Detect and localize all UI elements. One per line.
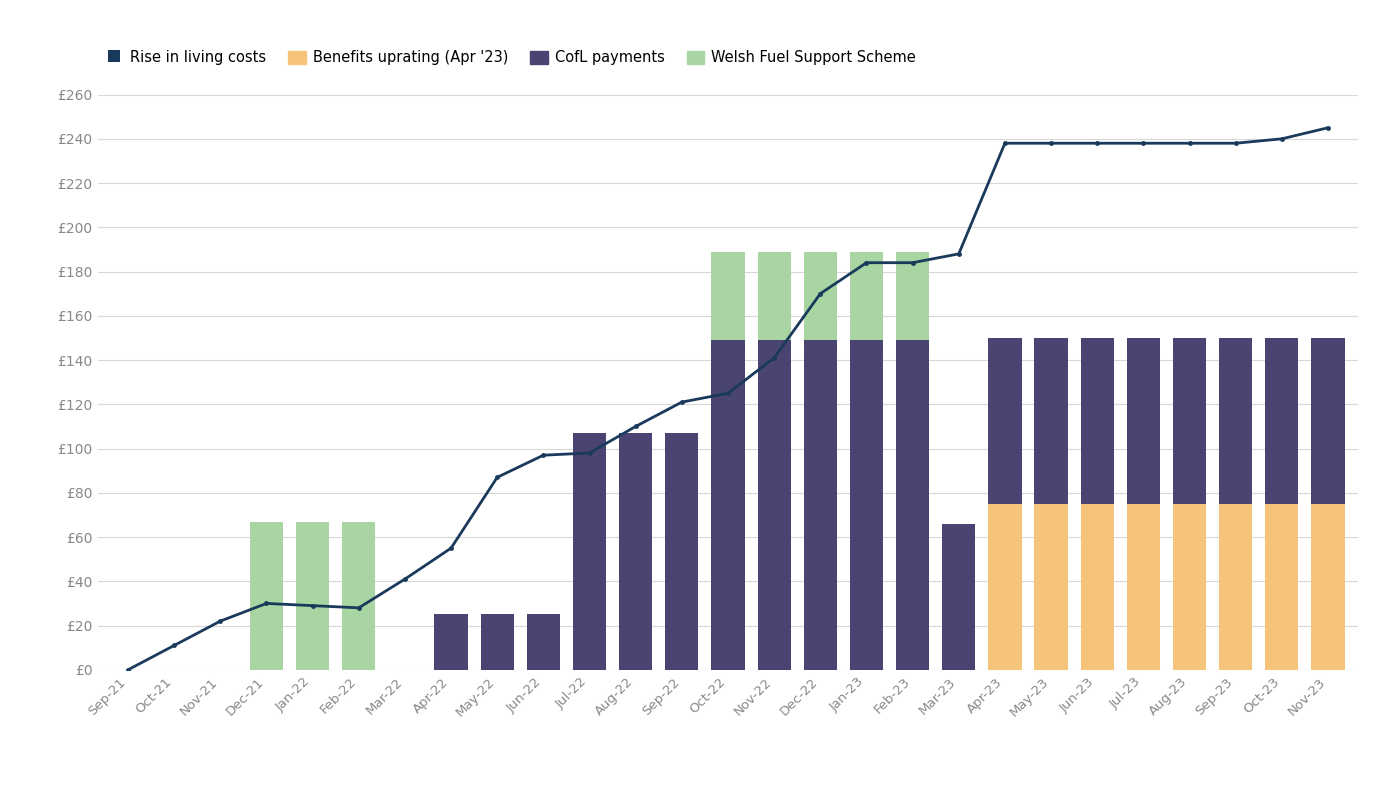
Bar xyxy=(850,251,883,340)
Bar xyxy=(434,615,468,670)
Bar xyxy=(249,522,283,670)
Bar xyxy=(1081,338,1114,504)
Bar xyxy=(1127,504,1161,670)
Bar xyxy=(295,522,329,670)
Bar xyxy=(942,524,976,670)
Bar xyxy=(896,340,930,670)
Bar xyxy=(1173,504,1207,670)
Bar xyxy=(1266,504,1298,670)
Bar xyxy=(1035,504,1068,670)
Bar xyxy=(804,340,837,670)
Legend: Rise in living costs, Benefits uprating (Apr '23), CofL payments, Welsh Fuel Sup: Rise in living costs, Benefits uprating … xyxy=(105,50,916,65)
Bar xyxy=(480,615,514,670)
Bar xyxy=(1173,338,1207,504)
Bar xyxy=(988,338,1022,504)
Bar xyxy=(1035,338,1068,504)
Bar xyxy=(573,433,606,670)
Bar xyxy=(342,522,375,670)
Bar xyxy=(1127,338,1161,504)
Bar xyxy=(711,251,745,340)
Bar xyxy=(1312,338,1344,504)
Bar xyxy=(804,251,837,340)
Bar xyxy=(850,340,883,670)
Bar xyxy=(1081,504,1114,670)
Bar xyxy=(665,433,699,670)
Bar xyxy=(988,504,1022,670)
Bar xyxy=(896,251,930,340)
Bar xyxy=(711,340,745,670)
Bar xyxy=(1219,338,1253,504)
Bar xyxy=(1312,504,1344,670)
Bar xyxy=(1219,504,1253,670)
Bar xyxy=(619,433,652,670)
Bar xyxy=(526,615,560,670)
Bar xyxy=(757,340,791,670)
Bar xyxy=(1266,338,1298,504)
Bar xyxy=(757,251,791,340)
